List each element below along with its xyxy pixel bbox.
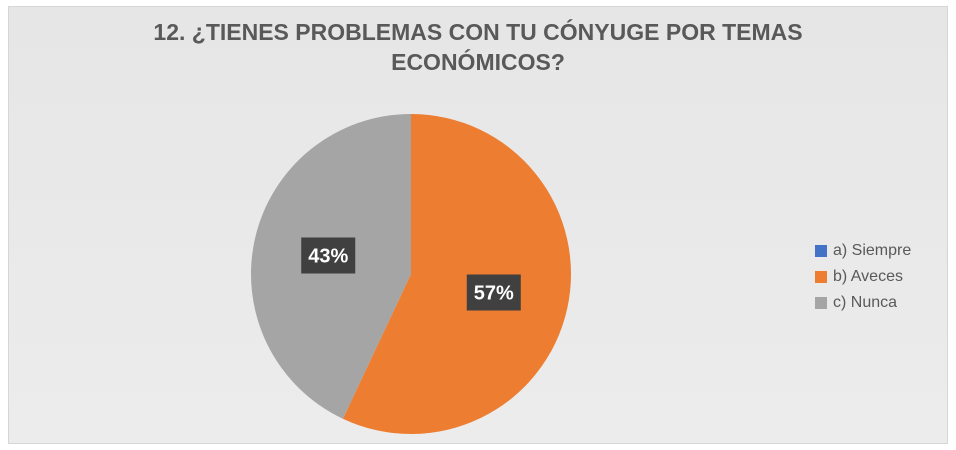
chart-title-line-2: ECONÓMICOS? <box>391 49 565 75</box>
data-label-text-nunca: 43% <box>308 246 348 268</box>
pie-chart: 57% 43% <box>250 114 571 434</box>
legend: a) Siempre b) Aveces c) Nunca <box>815 238 911 316</box>
pie-slice-aveces <box>342 114 571 434</box>
legend-label-aveces: b) Aveces <box>833 268 903 285</box>
legend-swatch-siempre <box>815 245 827 257</box>
data-label-aveces: 57% <box>466 274 521 311</box>
legend-label-siempre: a) Siempre <box>833 242 912 259</box>
data-label-box-nunca <box>301 237 356 274</box>
legend-item-nunca: c) Nunca <box>815 290 911 316</box>
chart-area: 12. ¿TIENES PROBLEMAS CON TU CÓNYUGE POR… <box>8 6 948 444</box>
legend-item-siempre: a) Siempre <box>815 238 911 264</box>
legend-swatch-aveces <box>815 271 827 283</box>
data-label-text-aveces: 57% <box>474 282 514 304</box>
legend-swatch-nunca <box>815 297 827 309</box>
data-label-nunca: 43% <box>301 237 356 274</box>
legend-label-nunca: c) Nunca <box>833 294 898 311</box>
legend-item-aveces: b) Aveces <box>815 264 911 290</box>
chart-title: 12. ¿TIENES PROBLEMAS CON TU CÓNYUGE POR… <box>9 17 947 77</box>
data-label-box-aveces <box>466 274 521 311</box>
chart-title-line-1: 12. ¿TIENES PROBLEMAS CON TU CÓNYUGE POR… <box>153 19 803 45</box>
